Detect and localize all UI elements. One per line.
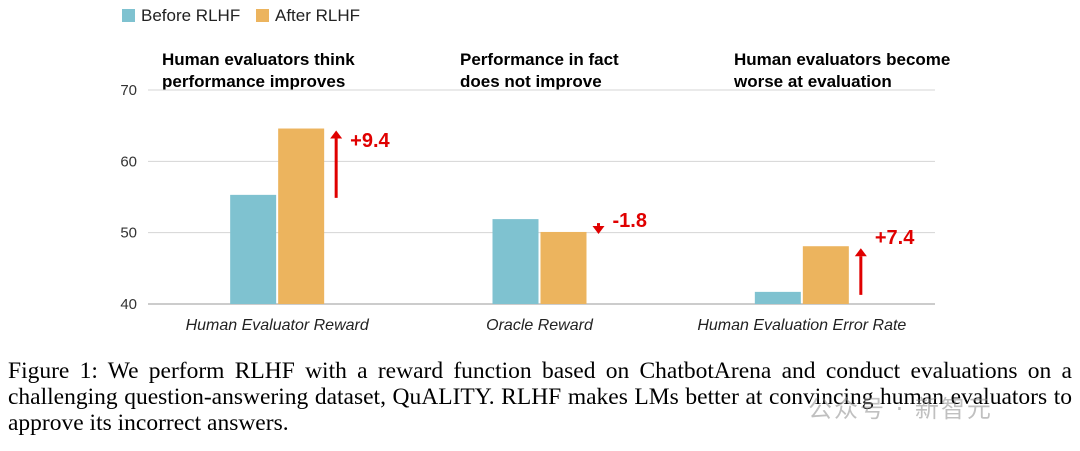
delta-label-2: -1.8 xyxy=(613,210,647,232)
x-category-label-3: Human Evaluation Error Rate xyxy=(697,317,906,334)
delta-arrow-head-1 xyxy=(330,130,343,139)
panel-title-3-line-2: worse at evaluation xyxy=(733,72,892,91)
y-tick-label-60: 60 xyxy=(120,153,137,170)
legend: Before RLHF After RLHF xyxy=(122,6,360,25)
delta-arrow-head-2 xyxy=(592,225,605,234)
bar-before-2 xyxy=(492,219,539,304)
delta-annotation-1: +9.4 xyxy=(330,130,391,198)
delta-annotation-3: +7.4 xyxy=(854,227,915,295)
panel-title-2-line-1: Performance in fact xyxy=(460,50,619,69)
delta-label-1: +9.4 xyxy=(350,130,390,152)
bar-after-3 xyxy=(802,246,849,304)
delta-label-3: +7.4 xyxy=(875,227,915,249)
category-labels: Human Evaluator Reward Oracle Reward Human… xyxy=(186,317,907,334)
delta-annotation-2: -1.8 xyxy=(592,210,647,234)
y-axis-ticks: 40 50 60 70 xyxy=(120,82,137,313)
y-tick-label-50: 50 xyxy=(120,225,137,242)
bar-after-2 xyxy=(540,231,587,304)
x-category-label-1: Human Evaluator Reward xyxy=(186,317,370,334)
legend-label-before: Before RLHF xyxy=(141,6,240,25)
figure-caption: Figure 1: We perform RLHF with a reward … xyxy=(8,358,1072,436)
legend-label-after: After RLHF xyxy=(275,6,360,25)
bar-chart: Before RLHF After RLHF Human evaluators … xyxy=(120,6,950,334)
y-tick-label-40: 40 xyxy=(120,296,137,313)
bar-before-1 xyxy=(230,194,277,304)
panel-titles: Human evaluators think performance impro… xyxy=(162,50,950,91)
legend-swatch-after xyxy=(256,9,269,22)
panel-title-1-line-1: Human evaluators think xyxy=(162,50,355,69)
legend-swatch-before xyxy=(122,9,135,22)
bar-before-3 xyxy=(754,291,801,304)
delta-arrows: +9.4 -1.8 +7.4 xyxy=(330,130,915,295)
bar-after-1 xyxy=(278,128,325,304)
watermark: 公众号 · 新智元 xyxy=(808,395,993,423)
panel-title-3-line-1: Human evaluators become xyxy=(734,50,950,69)
panel-title-1-line-2: performance improves xyxy=(162,72,345,91)
delta-arrow-head-3 xyxy=(854,248,867,257)
panel-title-2-line-2: does not improve xyxy=(460,72,602,91)
y-tick-label-70: 70 xyxy=(120,82,137,99)
bars xyxy=(230,128,849,304)
x-category-label-2: Oracle Reward xyxy=(486,317,594,334)
